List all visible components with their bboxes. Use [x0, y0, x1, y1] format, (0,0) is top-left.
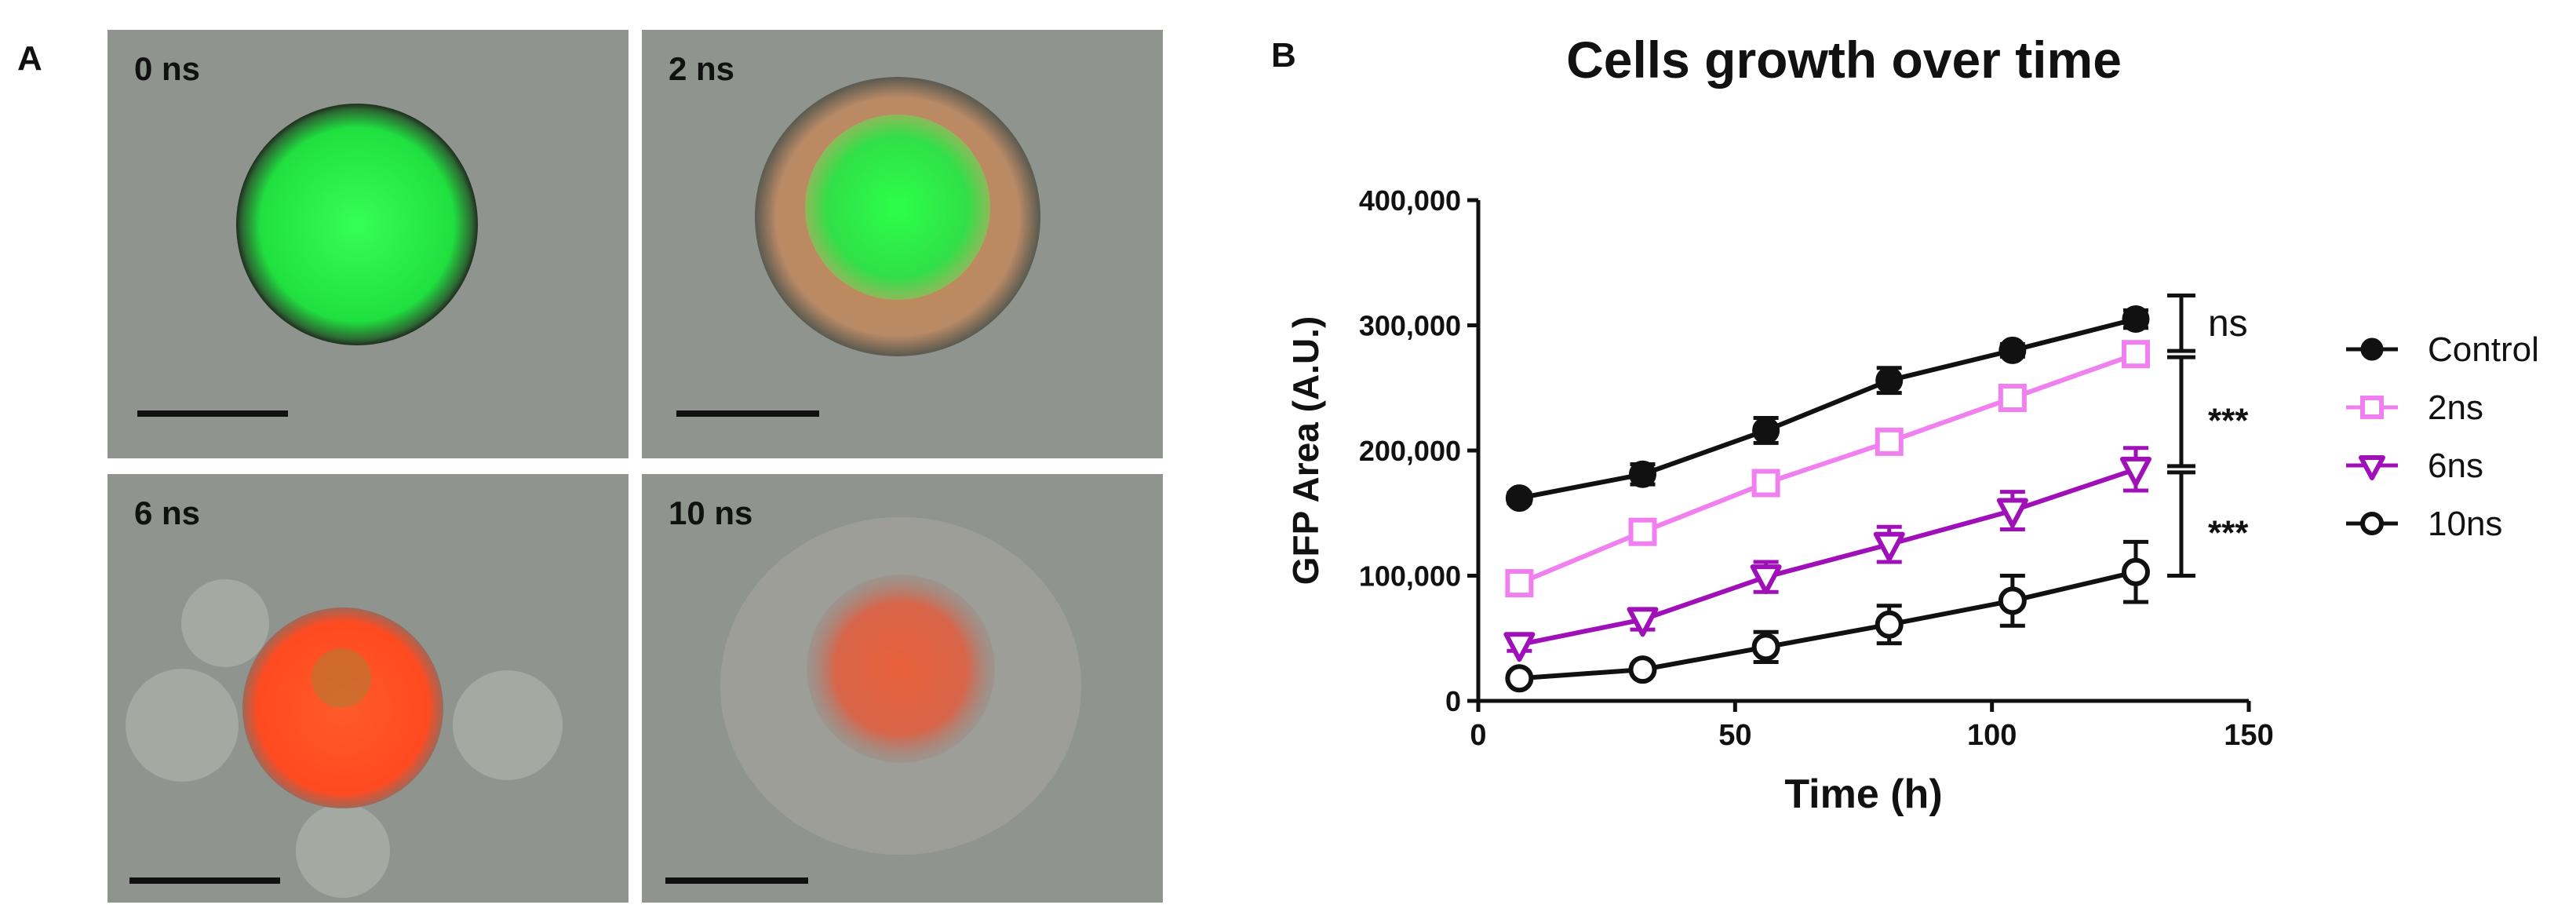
micrograph-2ns: 2 ns: [642, 30, 1163, 458]
tile-label-6ns: 6 ns: [134, 494, 201, 531]
legend-label-2ns: 2ns: [2428, 389, 2483, 427]
series-line-2ns: [1518, 352, 2137, 586]
data-point-2ns: [2121, 340, 2150, 369]
x-tick-label: 0: [1470, 719, 1486, 752]
legend-marker-control: [2360, 337, 2384, 361]
growth-chart: 0 50 100 150 0 100,000 200,000 300,000 400,000 Ti…: [1285, 184, 2539, 817]
series-line-6ns: [1518, 467, 2137, 648]
legend-label-6ns: 6ns: [2428, 447, 2483, 485]
legend-marker-2ns: [2360, 396, 2384, 419]
data-point-control: [1875, 367, 1904, 395]
data-point-control: [1505, 484, 1533, 513]
x-tick-label: 150: [2224, 719, 2273, 752]
y-tick-label: 100,000: [1359, 560, 1461, 593]
data-point-2ns: [1505, 569, 1534, 598]
y-axis-label: GFP Area (A.U.): [1285, 316, 1326, 586]
data-point-control: [2122, 305, 2150, 334]
significance-label: ns: [2208, 303, 2248, 345]
spheroid-image-6ns: [126, 579, 563, 898]
y-tick-label: 0: [1445, 685, 1461, 717]
panel-b-label: B: [1271, 36, 1296, 75]
series-line-10ns: [1519, 569, 2137, 681]
x-axis-label: Time (h): [1784, 772, 1942, 817]
data-point-6ns: [1750, 564, 1782, 595]
chart-title: Cells growth over time: [1566, 31, 2122, 89]
significance-label: ***: [2208, 514, 2249, 553]
data-point-10ns: [1875, 610, 1904, 639]
y-tick-label: 400,000: [1359, 184, 1461, 217]
panel-a-label: A: [17, 39, 42, 78]
tile-label-0ns: 0 ns: [134, 50, 201, 87]
data-point-6ns: [2119, 456, 2152, 487]
tile-label-2ns: 2 ns: [669, 50, 735, 87]
data-point-10ns: [1998, 586, 2027, 615]
data-point-2ns: [1875, 427, 1904, 456]
x-tick-label: 100: [1967, 719, 2017, 752]
data-point-10ns: [1751, 633, 1780, 662]
data-point-control: [1998, 336, 2027, 364]
y-tick-label: 300,000: [1359, 310, 1461, 342]
scale-bar: [129, 877, 280, 884]
micrograph-10ns: 10 ns: [642, 474, 1163, 903]
spheroid-image-0ns: [236, 104, 478, 345]
scale-bar: [676, 410, 819, 417]
scale-bar: [137, 410, 288, 417]
data-point-2ns: [1998, 384, 2027, 413]
legend-marker-6ns: [2359, 455, 2385, 480]
data-point-6ns: [1996, 498, 2028, 528]
x-tick-label: 50: [1718, 719, 1751, 752]
micrograph-6ns: 6 ns: [107, 474, 629, 903]
data-point-control: [1752, 416, 1780, 444]
micrograph-0ns: 0 ns: [107, 30, 629, 458]
data-point-6ns: [1627, 607, 1659, 637]
significance-label: ***: [2208, 402, 2249, 440]
data-point-2ns: [1628, 517, 1657, 546]
legend-label-10ns: 10ns: [2428, 505, 2502, 543]
scale-bar: [665, 877, 808, 884]
data-point-10ns: [1628, 655, 1657, 684]
tile-label-10ns: 10 ns: [669, 494, 753, 531]
spheroid-image-2ns: [755, 77, 1040, 356]
y-tick-label: 200,000: [1359, 435, 1461, 467]
data-point-6ns: [1873, 531, 1905, 562]
legend-label-control: Control: [2428, 330, 2539, 369]
spheroid-image-10ns: [720, 517, 1081, 855]
data-point-10ns: [2121, 557, 2150, 586]
data-point-control: [1628, 460, 1656, 488]
series-line-control: [1518, 316, 2137, 501]
legend-marker-10ns: [2360, 512, 2384, 535]
data-point-6ns: [1503, 632, 1536, 662]
data-point-10ns: [1505, 664, 1534, 693]
data-point-2ns: [1751, 469, 1780, 498]
